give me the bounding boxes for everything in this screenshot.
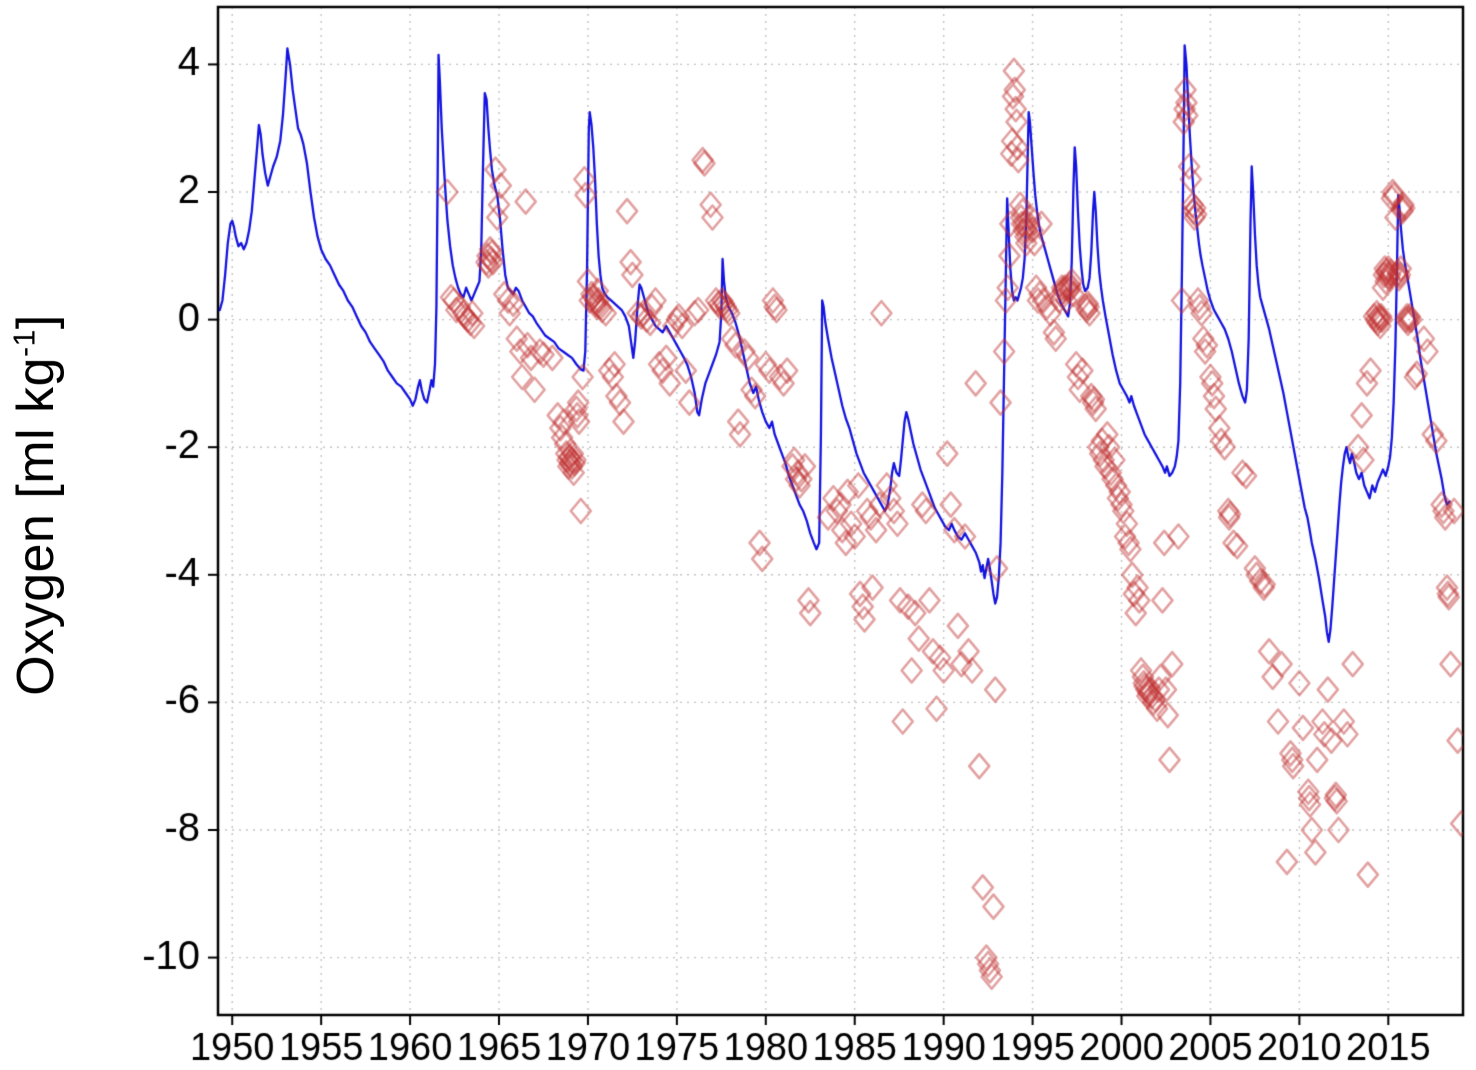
y-axis-title: Oxygen [ml kg-1] <box>6 314 66 696</box>
y-axis-title-suffix: ] <box>7 314 65 330</box>
y-axis-title-prefix: Oxygen [ml kg <box>7 356 65 696</box>
y-axis-title-superscript: -1 <box>8 329 42 357</box>
